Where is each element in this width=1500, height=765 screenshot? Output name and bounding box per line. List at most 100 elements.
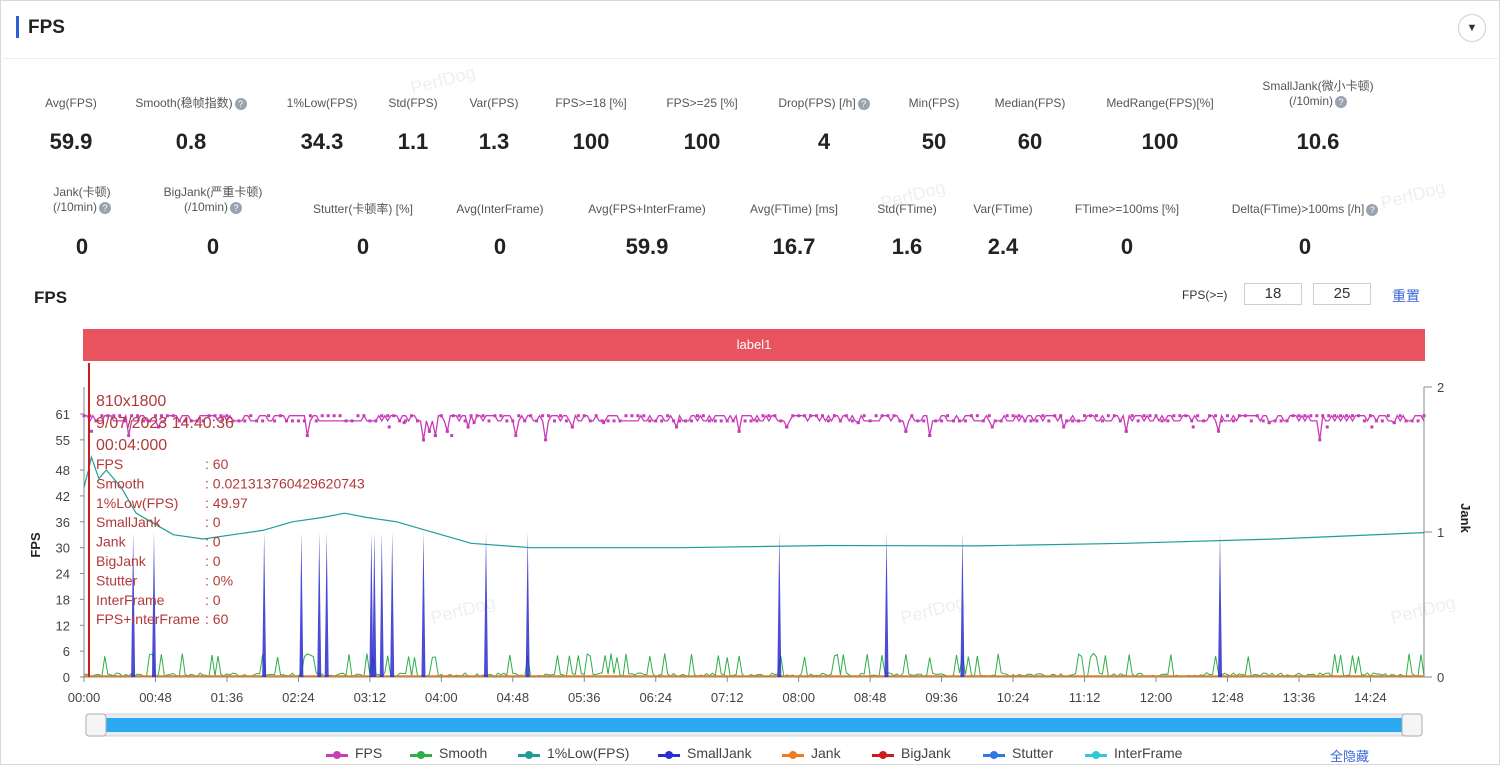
fps-point bbox=[171, 414, 175, 418]
chevron-down-icon[interactable]: ▼ bbox=[1458, 14, 1486, 42]
label-bar[interactable]: label1 bbox=[83, 329, 1425, 361]
fps-point bbox=[1100, 419, 1104, 423]
fps-point bbox=[1202, 419, 1206, 423]
metric-label: Avg(InterFrame) bbox=[425, 202, 575, 217]
fps-point bbox=[308, 414, 312, 418]
fps-point bbox=[815, 414, 819, 418]
fps-point bbox=[1351, 414, 1355, 418]
fps-point bbox=[1214, 414, 1218, 418]
legend-marker[interactable] bbox=[417, 751, 425, 759]
fps-point bbox=[1047, 419, 1051, 423]
fps-dip-point bbox=[904, 429, 908, 433]
fps-dip-point bbox=[1191, 425, 1195, 429]
fps-point bbox=[922, 419, 926, 423]
fps-point bbox=[1172, 414, 1176, 418]
metric-label-text: FPS>=25 [%] bbox=[666, 96, 738, 110]
fps-dip-point bbox=[472, 421, 476, 425]
metric-metrics_row2-8: FTime>=100ms [%] 0 bbox=[1052, 202, 1202, 259]
metric-value: 10.6 bbox=[1296, 129, 1340, 154]
threshold-low-input[interactable]: 18 bbox=[1244, 283, 1302, 305]
help-icon[interactable]: ? bbox=[230, 201, 242, 214]
help-icon[interactable]: ? bbox=[234, 97, 247, 110]
metric-label-unit: (/10min) bbox=[183, 200, 228, 214]
legend-item-label[interactable]: Smooth bbox=[439, 745, 488, 761]
fps-point bbox=[237, 419, 241, 423]
legend-item-label[interactable]: BigJank bbox=[901, 745, 951, 761]
zoom-slider-left-handle[interactable] bbox=[85, 713, 107, 737]
smalljank-spike bbox=[884, 532, 889, 677]
fps-point bbox=[82, 414, 86, 418]
hide-all-button[interactable]: 全隐藏 bbox=[1330, 749, 1370, 764]
fps-point bbox=[106, 414, 110, 418]
fps-point bbox=[1059, 414, 1063, 418]
legend-marker[interactable] bbox=[990, 751, 998, 759]
y-tick-label: 0 bbox=[63, 670, 70, 685]
reset-button[interactable]: 重置 bbox=[1392, 288, 1420, 304]
smalljank-spike bbox=[372, 532, 377, 677]
legend-marker[interactable] bbox=[879, 751, 887, 759]
fps-point bbox=[225, 414, 229, 418]
help-icon[interactable]: ? bbox=[1366, 203, 1379, 216]
metric-label: Avg(FPS) bbox=[0, 96, 146, 111]
metric-label-unit: (/10min) bbox=[52, 200, 97, 214]
legend-item-label[interactable]: 1%Low(FPS) bbox=[547, 745, 630, 761]
fps-point bbox=[1053, 414, 1057, 418]
metric-label-text: Avg(InterFrame) bbox=[456, 202, 544, 216]
metric-metrics_row1-9: Median(FPS) 60 bbox=[955, 96, 1105, 154]
threshold-high-input[interactable]: 25 bbox=[1313, 283, 1371, 305]
fps-dip-point bbox=[427, 429, 431, 433]
legend-item-label[interactable]: Stutter bbox=[1012, 745, 1054, 761]
fps-point bbox=[112, 414, 116, 418]
metric-metrics_row1-0: Avg(FPS) 59.9 bbox=[0, 96, 146, 154]
fps-point bbox=[255, 419, 259, 423]
metric-label-text: Avg(FPS+InterFrame) bbox=[588, 202, 706, 216]
fps-point bbox=[946, 414, 950, 418]
legend-item-label[interactable]: Jank bbox=[811, 745, 841, 761]
tooltip-key: 1%Low(FPS) bbox=[96, 495, 178, 511]
fps-point bbox=[600, 419, 604, 423]
fps-point bbox=[957, 419, 961, 423]
fps-point bbox=[505, 419, 509, 423]
fps-point bbox=[844, 414, 848, 418]
fps-point bbox=[749, 419, 753, 423]
fps-point bbox=[130, 414, 134, 418]
fps-point bbox=[487, 419, 491, 423]
tooltip-value: : 0 bbox=[205, 553, 221, 569]
tooltip-key: BigJank bbox=[96, 553, 147, 569]
legend-marker[interactable] bbox=[1092, 751, 1100, 759]
fps-dip-point bbox=[1318, 438, 1322, 442]
legend-item-label[interactable]: InterFrame bbox=[1114, 745, 1183, 761]
fps-point bbox=[648, 419, 652, 423]
fps-point bbox=[1327, 414, 1331, 418]
metric-label-text: Drop(FPS) [/h] bbox=[778, 96, 856, 110]
fps-point bbox=[719, 419, 723, 423]
legend-item-label[interactable]: FPS bbox=[355, 745, 383, 761]
fps-point bbox=[1106, 414, 1110, 418]
metric-metrics_row1-10: MedRange(FPS)[%] 100 bbox=[1085, 96, 1235, 154]
fps-point bbox=[296, 419, 300, 423]
legend-marker[interactable] bbox=[789, 751, 797, 759]
help-icon[interactable]: ? bbox=[99, 201, 111, 214]
zoom-slider-right-handle[interactable] bbox=[1401, 713, 1423, 737]
zoom-slider-range[interactable] bbox=[96, 718, 1412, 732]
metric-label: FPS>=25 [%] bbox=[627, 96, 777, 111]
fps-dip-point bbox=[1325, 425, 1329, 429]
fps-point bbox=[594, 414, 598, 418]
tooltip-value: : 0 bbox=[205, 592, 221, 608]
fps-point bbox=[1362, 419, 1366, 423]
help-icon[interactable]: ? bbox=[857, 97, 870, 110]
fps-point bbox=[636, 414, 640, 418]
smalljank-spike bbox=[960, 532, 965, 677]
smalljank-spike bbox=[525, 532, 530, 677]
legend-marker[interactable] bbox=[333, 751, 341, 759]
fps-point bbox=[1416, 419, 1420, 423]
legend-marker[interactable] bbox=[525, 751, 533, 759]
metric-label-text: BigJank(严重卡顿) bbox=[163, 185, 263, 199]
fps-point bbox=[624, 414, 628, 418]
help-icon[interactable]: ? bbox=[1335, 95, 1347, 108]
legend-marker[interactable] bbox=[665, 751, 673, 759]
fps-dip-point bbox=[928, 434, 932, 438]
fps-point bbox=[511, 419, 515, 423]
legend-item-label[interactable]: SmallJank bbox=[687, 745, 752, 761]
